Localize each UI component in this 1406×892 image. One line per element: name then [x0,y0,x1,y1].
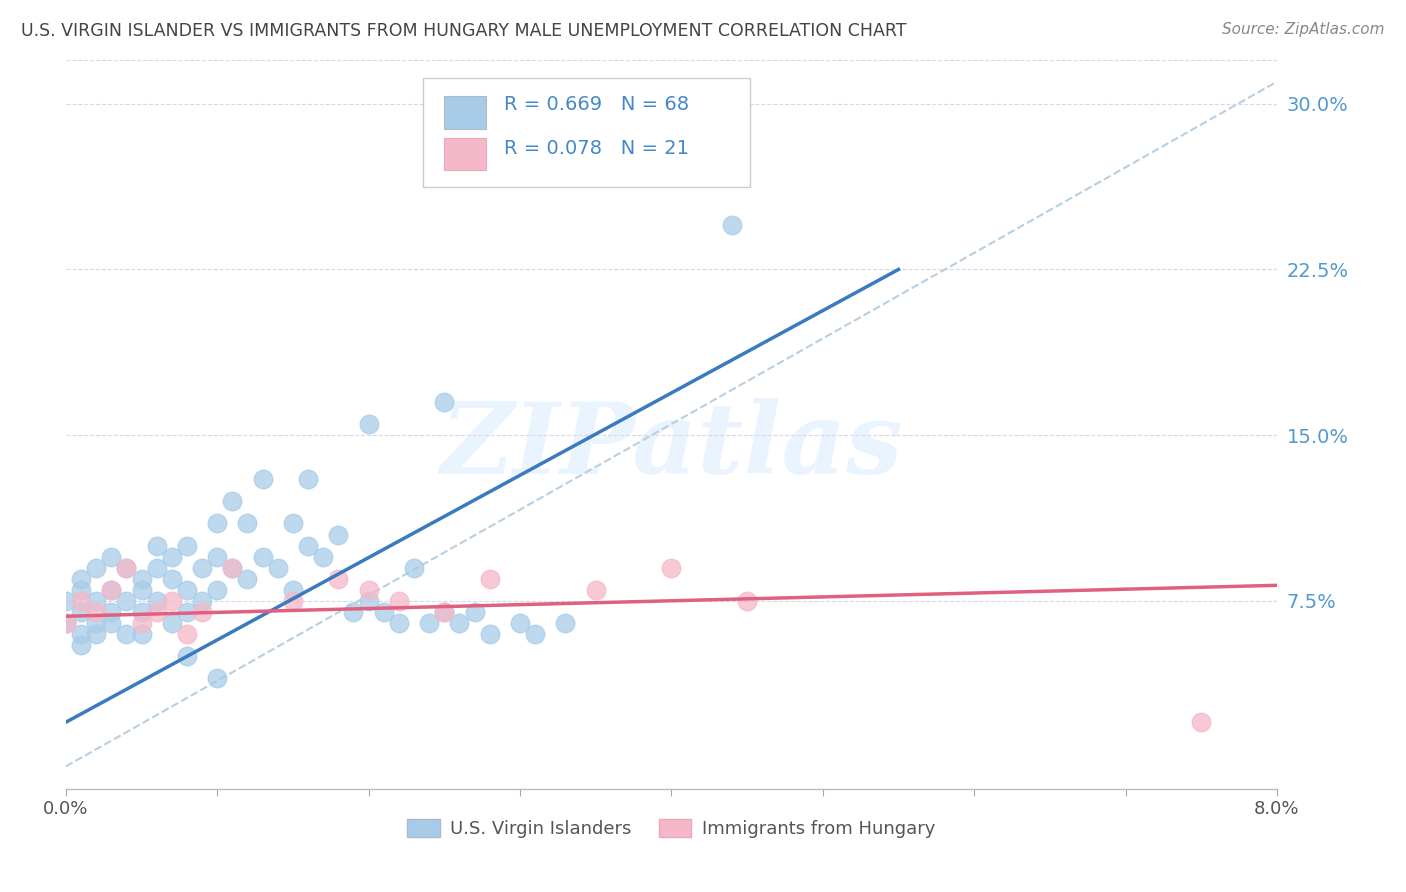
Point [176,627,198,641]
Point [236,572,259,586]
Point [55,594,77,608]
Point [191,560,214,574]
Point [281,582,304,597]
Point [433,605,456,619]
Point [84,605,107,619]
Point [160,549,183,564]
Point [252,549,274,564]
FancyBboxPatch shape [423,78,751,187]
Point [585,582,607,597]
Point [131,627,153,641]
Point [131,615,153,630]
Point [100,605,122,619]
Text: ZIPatlas: ZIPatlas [440,398,903,494]
Point [176,539,198,553]
Point [176,648,198,663]
Text: R = 0.669   N = 68: R = 0.669 N = 68 [505,95,689,114]
Point [342,605,364,619]
Point [221,494,243,508]
Point [297,539,319,553]
Point [1189,715,1212,730]
Point [661,560,683,574]
Point [115,627,138,641]
Point [145,605,167,619]
Point [630,152,652,166]
Point [236,516,259,531]
Point [357,594,380,608]
Point [357,582,380,597]
Point [735,594,758,608]
Point [464,605,486,619]
Point [100,582,122,597]
Point [524,627,547,641]
Point [70,638,93,652]
Point [221,560,243,574]
Point [328,572,350,586]
Point [84,615,107,630]
Point [70,594,93,608]
Point [357,417,380,431]
Point [297,472,319,486]
Point [267,560,290,574]
Point [191,605,214,619]
Legend: U.S. Virgin Islanders, Immigrants from Hungary: U.S. Virgin Islanders, Immigrants from H… [399,812,943,845]
Point [84,627,107,641]
Point [160,615,183,630]
Point [388,594,411,608]
Point [205,582,228,597]
Point [115,560,138,574]
Point [205,549,228,564]
Point [160,572,183,586]
Point [281,516,304,531]
Text: R = 0.078   N = 21: R = 0.078 N = 21 [505,139,689,158]
Point [100,549,122,564]
Point [312,549,335,564]
Point [100,582,122,597]
Point [70,582,93,597]
Point [84,594,107,608]
Point [388,615,411,630]
Point [205,516,228,531]
Point [554,615,576,630]
Point [131,572,153,586]
Point [145,594,167,608]
Point [433,395,456,409]
Point [84,560,107,574]
Point [115,560,138,574]
Point [176,582,198,597]
FancyBboxPatch shape [444,96,486,128]
Point [721,219,744,233]
Point [433,605,456,619]
Point [131,605,153,619]
Point [252,472,274,486]
Point [373,605,395,619]
Point [176,605,198,619]
Point [509,615,531,630]
Point [191,594,214,608]
Text: Source: ZipAtlas.com: Source: ZipAtlas.com [1222,22,1385,37]
Point [70,605,93,619]
Point [131,582,153,597]
Point [70,572,93,586]
Point [115,594,138,608]
Point [418,615,440,630]
Text: U.S. VIRGIN ISLANDER VS IMMIGRANTS FROM HUNGARY MALE UNEMPLOYMENT CORRELATION CH: U.S. VIRGIN ISLANDER VS IMMIGRANTS FROM … [21,22,907,40]
Point [145,560,167,574]
Point [402,560,425,574]
Point [478,627,501,641]
FancyBboxPatch shape [444,137,486,170]
Point [328,527,350,541]
Point [55,615,77,630]
Point [281,594,304,608]
Point [145,539,167,553]
Point [55,615,77,630]
Point [205,671,228,685]
Point [160,594,183,608]
Point [100,615,122,630]
Point [221,560,243,574]
Point [449,615,471,630]
Point [70,627,93,641]
Point [478,572,501,586]
